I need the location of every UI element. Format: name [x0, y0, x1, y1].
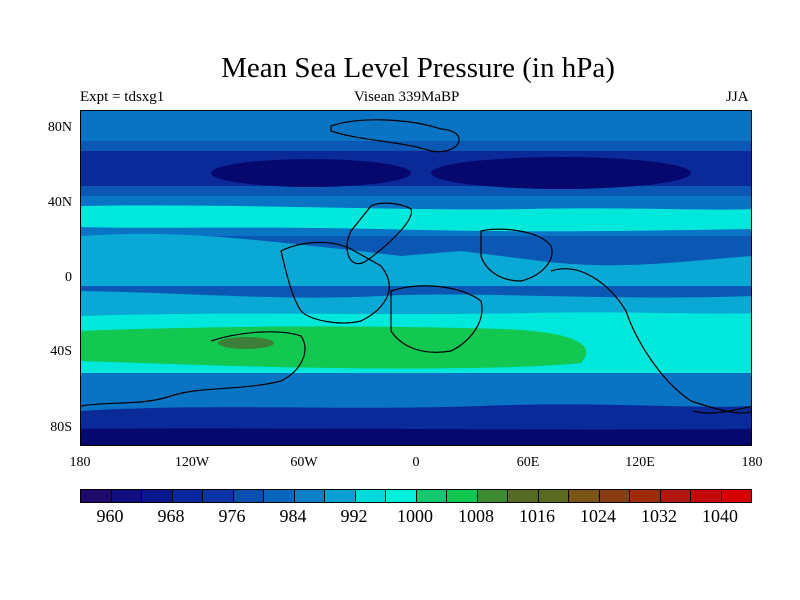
colorbar-segment: [599, 490, 630, 502]
colorbar-segment: [477, 490, 508, 502]
colorbar-segment: [538, 490, 569, 502]
x-tick: 180: [741, 455, 763, 470]
band-subtropical-high-n: [81, 205, 751, 232]
colorbar-segment: [264, 490, 295, 502]
coast-antarctic: [692, 405, 751, 414]
colorbar-segment: [386, 490, 417, 502]
colorbar-segment: [325, 490, 356, 502]
coast-equator-east: [480, 228, 553, 282]
colorbar-segment: [660, 490, 691, 502]
x-tick: 0: [412, 455, 420, 470]
pressure-map: [80, 110, 752, 446]
y-tick: 0: [65, 270, 72, 285]
colorbar-segment: [630, 490, 661, 502]
coast-tropics-west: [280, 241, 390, 324]
colorbar-segment: [142, 490, 173, 502]
coast-southeast: [550, 268, 751, 414]
coast-arctic: [330, 119, 460, 153]
colorbar-segment: [111, 490, 142, 502]
colorbar-label: 984: [279, 506, 307, 526]
colorbar: [80, 489, 752, 503]
y-tick: 80N: [47, 120, 72, 135]
period-label: Visean 339MaBP: [354, 89, 460, 105]
y-tick: 80S: [50, 420, 72, 435]
x-tick: 60W: [290, 455, 318, 470]
x-tick: 180: [69, 455, 91, 470]
map-canvas: [81, 111, 751, 445]
colorbar-segment: [569, 490, 600, 502]
low-north-west: [211, 159, 411, 187]
band-arctic: [81, 111, 751, 141]
coast-mid-north: [346, 202, 412, 265]
x-tick: 120W: [174, 455, 210, 470]
chart-title: Mean Sea Level Pressure (in hPa): [221, 52, 615, 84]
colorbar-label: 992: [340, 506, 368, 526]
colorbar-segment: [81, 490, 112, 502]
colorbar-segment: [294, 490, 325, 502]
colorbar-segment: [172, 490, 203, 502]
x-tick: 120E: [625, 455, 655, 470]
coastlines: [81, 119, 751, 414]
colorbar-label: 1040: [702, 506, 738, 526]
season-label: JJA: [726, 89, 749, 105]
high-southern-hemisphere: [81, 326, 587, 369]
y-tick: 40S: [50, 344, 72, 359]
experiment-label: Expt = tdsxg1: [80, 89, 165, 105]
y-tick: 40N: [47, 195, 72, 210]
colorbar-label: 1008: [458, 506, 494, 526]
colorbar-segment: [721, 490, 751, 502]
colorbar-label: 968: [157, 506, 185, 526]
colorbar-label: 1032: [641, 506, 677, 526]
low-north-east: [431, 157, 691, 189]
colorbar-segment: [233, 490, 264, 502]
coast-tropics-center: [390, 285, 483, 353]
band-polar: [81, 428, 751, 445]
coast-southwest: [81, 331, 306, 407]
colorbar-label: 976: [218, 506, 246, 526]
colorbar-segment: [508, 490, 539, 502]
x-tick: 60E: [516, 455, 540, 470]
colorbar-segment: [691, 490, 722, 502]
colorbar-label: 1024: [580, 506, 616, 526]
colorbar-label: 960: [96, 506, 124, 526]
colorbar-label: 1000: [397, 506, 433, 526]
colorbar-segment: [416, 490, 447, 502]
colorbar-label: 1016: [519, 506, 555, 526]
high-core: [218, 337, 274, 349]
colorbar-segment: [203, 490, 234, 502]
colorbar-segment: [447, 490, 478, 502]
colorbar-segment: [355, 490, 386, 502]
